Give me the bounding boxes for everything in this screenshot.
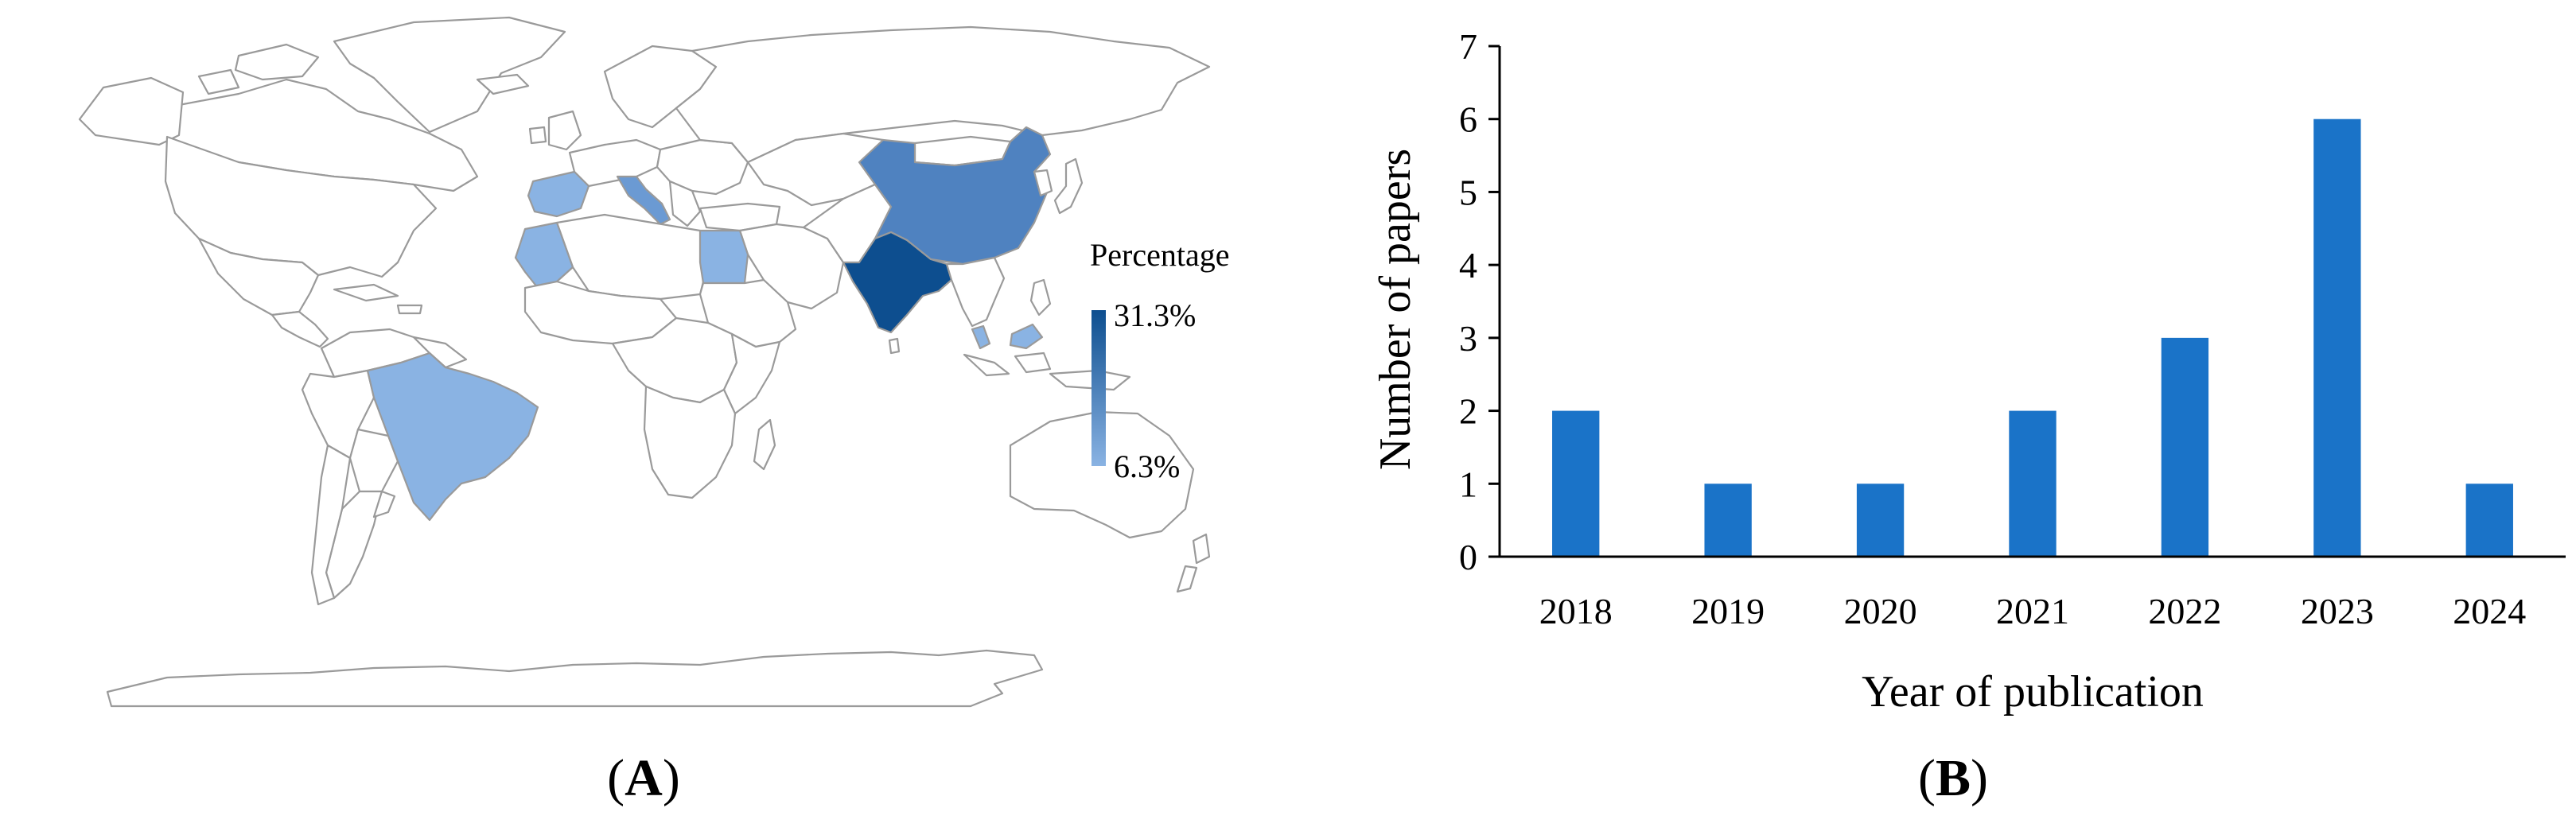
- x-axis-label: Year of publication: [1862, 667, 2204, 717]
- algeria-libya: [555, 213, 710, 301]
- sri-lanka: [888, 337, 901, 355]
- mexico: [197, 237, 320, 317]
- madagascar: [753, 418, 776, 471]
- caribbean: [333, 283, 423, 315]
- southeast-asia: [945, 256, 1006, 328]
- bar-2022: [2161, 337, 2209, 557]
- bar-2023: [2313, 118, 2361, 557]
- map-legend: Percentage 31.3% 6.3%: [1090, 237, 1229, 484]
- x-tick-label-2024: 2024: [2453, 591, 2526, 631]
- panel-a-world-map: Percentage 31.3% 6.3% (A): [78, 16, 1229, 807]
- southern-africa: [643, 385, 737, 499]
- y-axis-label: Number of papers: [1371, 149, 1420, 470]
- bar-2021: [2009, 410, 2057, 557]
- y-tick-label: 6: [1459, 99, 1477, 140]
- bar-2024: [2465, 484, 2513, 557]
- y-tick-label: 5: [1459, 172, 1477, 212]
- western-europe: [568, 138, 662, 188]
- korea: [1033, 169, 1053, 197]
- indonesia: [963, 351, 1131, 391]
- country-italy: [616, 175, 671, 226]
- y-tick-label: 0: [1459, 537, 1477, 577]
- country-brazil: [366, 351, 539, 522]
- country-india: [842, 231, 953, 334]
- y-tick-label: 4: [1459, 245, 1477, 285]
- east-africa: [722, 332, 781, 415]
- iceland: [476, 73, 530, 95]
- legend-title: Percentage: [1090, 237, 1229, 273]
- country-malaysia: [971, 323, 1044, 350]
- balkans: [668, 180, 702, 227]
- panel-a-label: (A): [607, 749, 680, 807]
- x-tick-label-2021: 2021: [1996, 591, 2069, 631]
- russia: [675, 25, 1211, 164]
- y-tick-label: 3: [1459, 318, 1477, 359]
- panel-a-paren-close: ): [663, 749, 680, 807]
- japan: [1053, 157, 1084, 215]
- y-axis-ticks: 0 1 2 3 4 5 6 7: [1459, 26, 1500, 577]
- x-axis-ticks: 2018 2019 2020 2021 2022 2023 2024: [1539, 591, 2527, 631]
- panel-b-bar-chart: 0 1 2 3 4 5 6 7 2018 2019 2020 2021 2022 2023 2024 Nu…: [1371, 26, 2566, 807]
- alaska: [78, 76, 185, 146]
- y-tick-label: 1: [1459, 464, 1477, 504]
- panel-a-paren-open: (: [607, 749, 625, 807]
- x-tick-label-2023: 2023: [2301, 591, 2374, 631]
- bar-2019: [1704, 484, 1752, 557]
- legend-max-label: 31.3%: [1114, 297, 1196, 333]
- legend-color-bar: [1091, 310, 1106, 466]
- x-tick-label-2020: 2020: [1844, 591, 1917, 631]
- middle-east: [738, 223, 845, 310]
- panel-b-letter: B: [1936, 749, 1971, 807]
- x-tick-label-2019: 2019: [1691, 591, 1765, 631]
- x-tick-label-2018: 2018: [1539, 591, 1613, 631]
- philippines: [1029, 278, 1052, 317]
- bar-2020: [1856, 484, 1905, 557]
- panel-a-letter: A: [625, 749, 663, 807]
- bar-2018: [1552, 410, 1600, 557]
- country-egypt: [698, 229, 749, 285]
- legend-min-label: 6.3%: [1114, 449, 1180, 484]
- arctic-islands: [197, 43, 320, 95]
- antarctica: [106, 649, 1044, 708]
- guianas: [412, 336, 468, 369]
- panel-b-paren-close: ): [1971, 749, 1988, 807]
- panel-b-paren-open: (: [1918, 749, 1936, 807]
- bars: [1552, 118, 2513, 557]
- uk-ireland: [528, 110, 582, 151]
- y-tick-label: 7: [1459, 26, 1477, 67]
- uruguay: [372, 490, 396, 518]
- greenland: [333, 16, 566, 134]
- central-america: [270, 310, 329, 348]
- x-tick-label-2022: 2022: [2148, 591, 2221, 631]
- panel-b-label: (B): [1918, 749, 1988, 807]
- country-spain: [527, 170, 590, 218]
- chile: [310, 444, 352, 606]
- y-tick-label: 2: [1459, 391, 1477, 432]
- new-zealand: [1176, 533, 1211, 593]
